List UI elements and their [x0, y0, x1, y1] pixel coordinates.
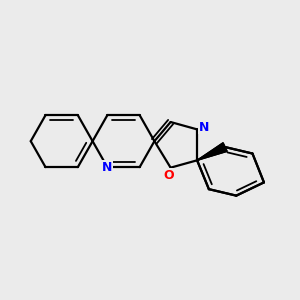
Text: O: O — [164, 169, 175, 182]
Polygon shape — [197, 143, 227, 160]
Text: N: N — [198, 121, 209, 134]
Text: N: N — [102, 160, 112, 174]
Polygon shape — [197, 143, 227, 160]
